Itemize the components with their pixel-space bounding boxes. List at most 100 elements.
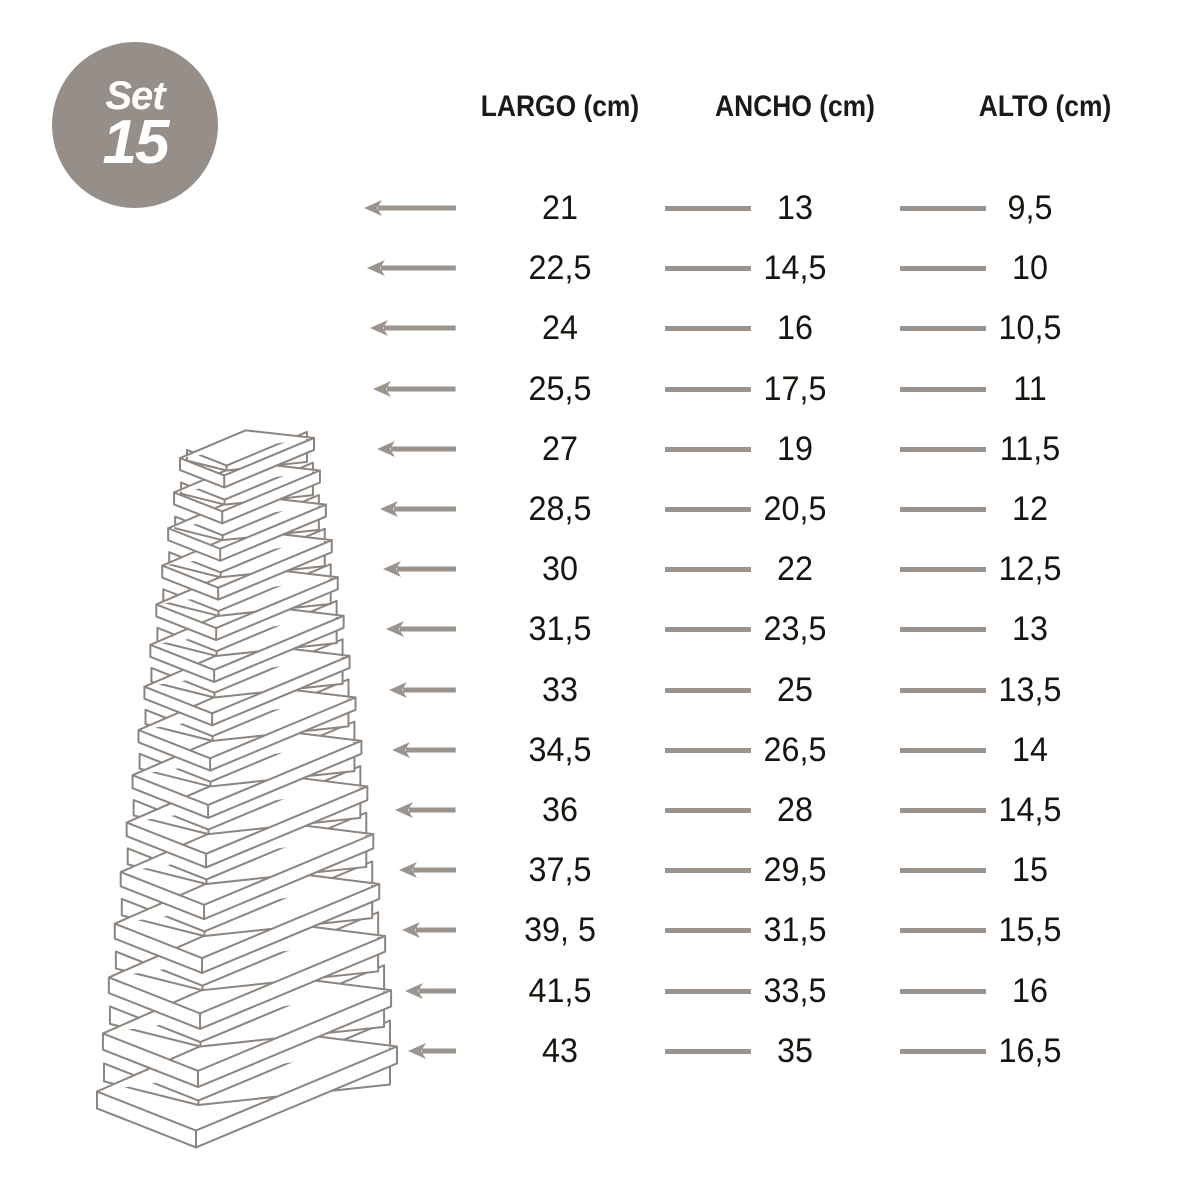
cell-alto: 13,5 xyxy=(998,670,1062,709)
cell-alto: 10 xyxy=(1012,249,1048,288)
table-row: 36 28 14,5 xyxy=(360,782,1200,838)
box-stack-illustration xyxy=(96,429,398,1149)
cell-ancho: 28 xyxy=(777,791,813,829)
cell-ancho: 33,5 xyxy=(763,971,827,1010)
row-pointer-arrow xyxy=(386,621,456,638)
connector-line xyxy=(900,687,986,693)
set-badge-label: Set xyxy=(105,74,165,118)
row-pointer-arrow xyxy=(404,982,456,999)
cell-alto: 16 xyxy=(1012,971,1048,1010)
table-row: 37,5 29,5 15 xyxy=(360,842,1200,898)
cell-alto: 14 xyxy=(1012,730,1048,769)
cell-ancho: 14,5 xyxy=(763,249,827,288)
cell-alto: 12 xyxy=(1012,490,1048,528)
connector-line xyxy=(665,687,751,693)
cell-largo: 27 xyxy=(542,429,578,468)
cell-alto: 16,5 xyxy=(998,1031,1062,1070)
table-row: 21 13 9,5 xyxy=(360,180,1200,236)
connector-line xyxy=(900,206,986,211)
connector-line xyxy=(665,567,751,573)
connector-line xyxy=(900,988,986,994)
connector-line xyxy=(900,747,986,753)
column-header-largo: LARGO (cm) xyxy=(480,90,640,123)
row-pointer-arrow xyxy=(370,320,456,337)
cell-largo: 31,5 xyxy=(528,610,592,649)
cell-largo: 33 xyxy=(542,670,578,709)
cell-ancho: 35 xyxy=(777,1031,813,1070)
cell-ancho: 25 xyxy=(777,670,813,709)
table-row: 25,5 17,5 11 xyxy=(360,361,1200,417)
cell-largo: 34,5 xyxy=(528,730,592,769)
connector-line xyxy=(665,386,751,392)
table-row: 33 25 13,5 xyxy=(360,662,1200,718)
table-row: 39, 5 31,5 15,5 xyxy=(360,902,1200,958)
cell-alto: 10,5 xyxy=(998,309,1062,348)
connector-line xyxy=(665,808,751,813)
row-pointer-arrow xyxy=(401,922,456,939)
cell-largo: 41,5 xyxy=(528,971,592,1010)
cell-alto: 11,5 xyxy=(999,429,1061,468)
connector-line xyxy=(900,386,986,392)
table-row: 22,5 14,5 10 xyxy=(360,240,1200,296)
cell-largo: 39, 5 xyxy=(524,911,596,950)
connector-line xyxy=(665,507,751,512)
cell-alto: 15 xyxy=(1012,851,1048,890)
row-pointer-arrow xyxy=(408,1042,456,1059)
cell-alto: 15,5 xyxy=(998,911,1062,950)
table-row: 27 19 11,5 xyxy=(360,421,1200,477)
cell-largo: 37,5 xyxy=(528,851,592,890)
connector-line xyxy=(900,1048,986,1054)
cell-ancho: 26,5 xyxy=(763,730,827,769)
table-row: 24 16 10,5 xyxy=(360,300,1200,356)
connector-line xyxy=(665,988,751,994)
cell-alto: 11 xyxy=(1013,369,1047,408)
cell-largo: 22,5 xyxy=(528,249,592,288)
cell-largo: 25,5 xyxy=(528,369,592,408)
connector-line xyxy=(665,206,751,211)
row-pointer-arrow xyxy=(364,200,456,216)
connector-line xyxy=(900,627,986,633)
cell-ancho: 13 xyxy=(777,189,813,227)
cell-largo: 43 xyxy=(542,1031,578,1070)
connector-line xyxy=(900,868,986,874)
table-row: 41,5 33,5 16 xyxy=(360,963,1200,1019)
cell-ancho: 23,5 xyxy=(763,610,827,649)
row-pointer-arrow xyxy=(379,501,456,517)
row-pointer-arrow xyxy=(398,862,456,879)
connector-line xyxy=(900,507,986,512)
cell-largo: 24 xyxy=(542,309,578,348)
cell-largo: 30 xyxy=(542,550,578,589)
connector-line xyxy=(665,266,751,272)
column-header-alto: ALTO (cm) xyxy=(978,90,1112,123)
set-badge-number: 15 xyxy=(102,108,170,177)
cell-ancho: 17,5 xyxy=(763,369,827,408)
cell-largo: 21 xyxy=(542,189,578,227)
connector-line xyxy=(665,747,751,753)
row-pointer-arrow xyxy=(382,561,456,578)
row-pointer-arrow xyxy=(389,681,456,698)
cell-ancho: 22 xyxy=(777,550,813,589)
connector-line xyxy=(665,868,751,874)
cell-ancho: 20,5 xyxy=(763,490,827,528)
cell-ancho: 19 xyxy=(777,429,813,468)
table-row: 28,5 20,5 12 xyxy=(360,481,1200,537)
connector-line xyxy=(900,446,986,452)
table-row: 34,5 26,5 14 xyxy=(360,722,1200,778)
cell-largo: 28,5 xyxy=(528,490,592,528)
cell-ancho: 29,5 xyxy=(763,851,827,890)
cell-alto: 12,5 xyxy=(998,550,1062,589)
row-pointer-arrow xyxy=(367,260,456,277)
connector-line xyxy=(900,928,986,934)
connector-line xyxy=(900,808,986,813)
row-pointer-arrow xyxy=(395,802,456,818)
connector-line xyxy=(665,1048,751,1054)
set-badge: Set 15 xyxy=(52,42,218,208)
connector-line xyxy=(665,446,751,452)
cell-ancho: 31,5 xyxy=(763,911,827,950)
cell-alto: 9,5 xyxy=(1007,189,1053,227)
cell-alto: 13 xyxy=(1012,610,1048,649)
column-header-ancho: ANCHO (cm) xyxy=(715,90,875,123)
row-pointer-arrow xyxy=(392,741,456,758)
cell-ancho: 16 xyxy=(777,309,813,348)
